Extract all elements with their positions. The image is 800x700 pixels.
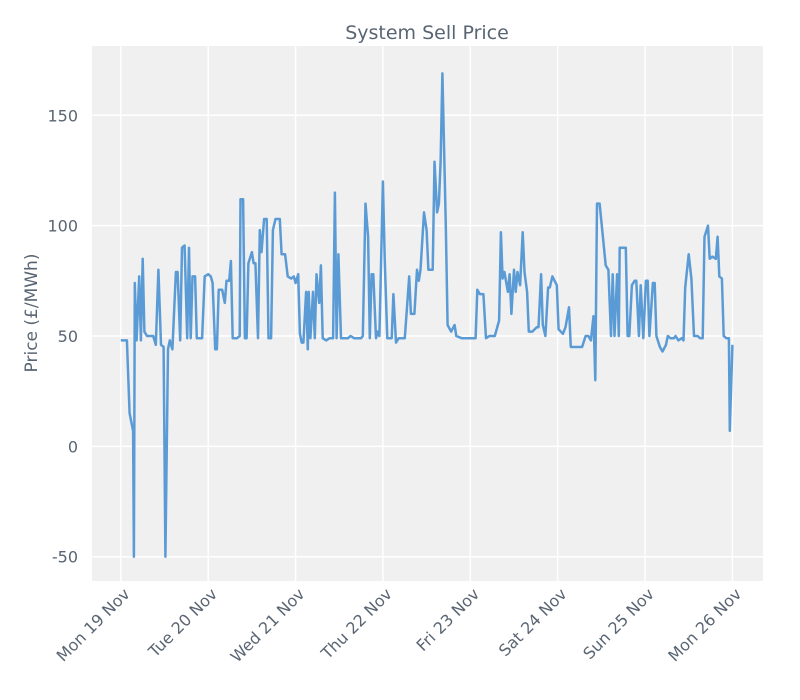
y-axis-label: Price (£/MWh) xyxy=(22,254,42,373)
x-tick-label: Sat 24 Nov xyxy=(495,584,571,660)
x-tick-label: Mon 26 Nov xyxy=(664,584,745,665)
x-tick-label: Thu 22 Nov xyxy=(317,584,396,663)
y-tick-label: 100 xyxy=(47,217,78,236)
y-tick-label: 50 xyxy=(58,327,78,346)
x-tick-label: Fri 23 Nov xyxy=(413,584,484,655)
y-tick-label: 150 xyxy=(47,106,78,125)
y-tick-label: -50 xyxy=(52,548,78,567)
x-tick-label: Mon 19 Nov xyxy=(53,584,134,665)
x-tick-label: Wed 21 Nov xyxy=(227,584,309,666)
chart-title: System Sell Price xyxy=(345,22,509,44)
y-tick-label: 0 xyxy=(68,437,78,456)
price-line xyxy=(120,72,734,558)
x-tick-label: Tue 20 Nov xyxy=(144,584,221,661)
x-tick-label: Sun 25 Nov xyxy=(579,584,658,663)
